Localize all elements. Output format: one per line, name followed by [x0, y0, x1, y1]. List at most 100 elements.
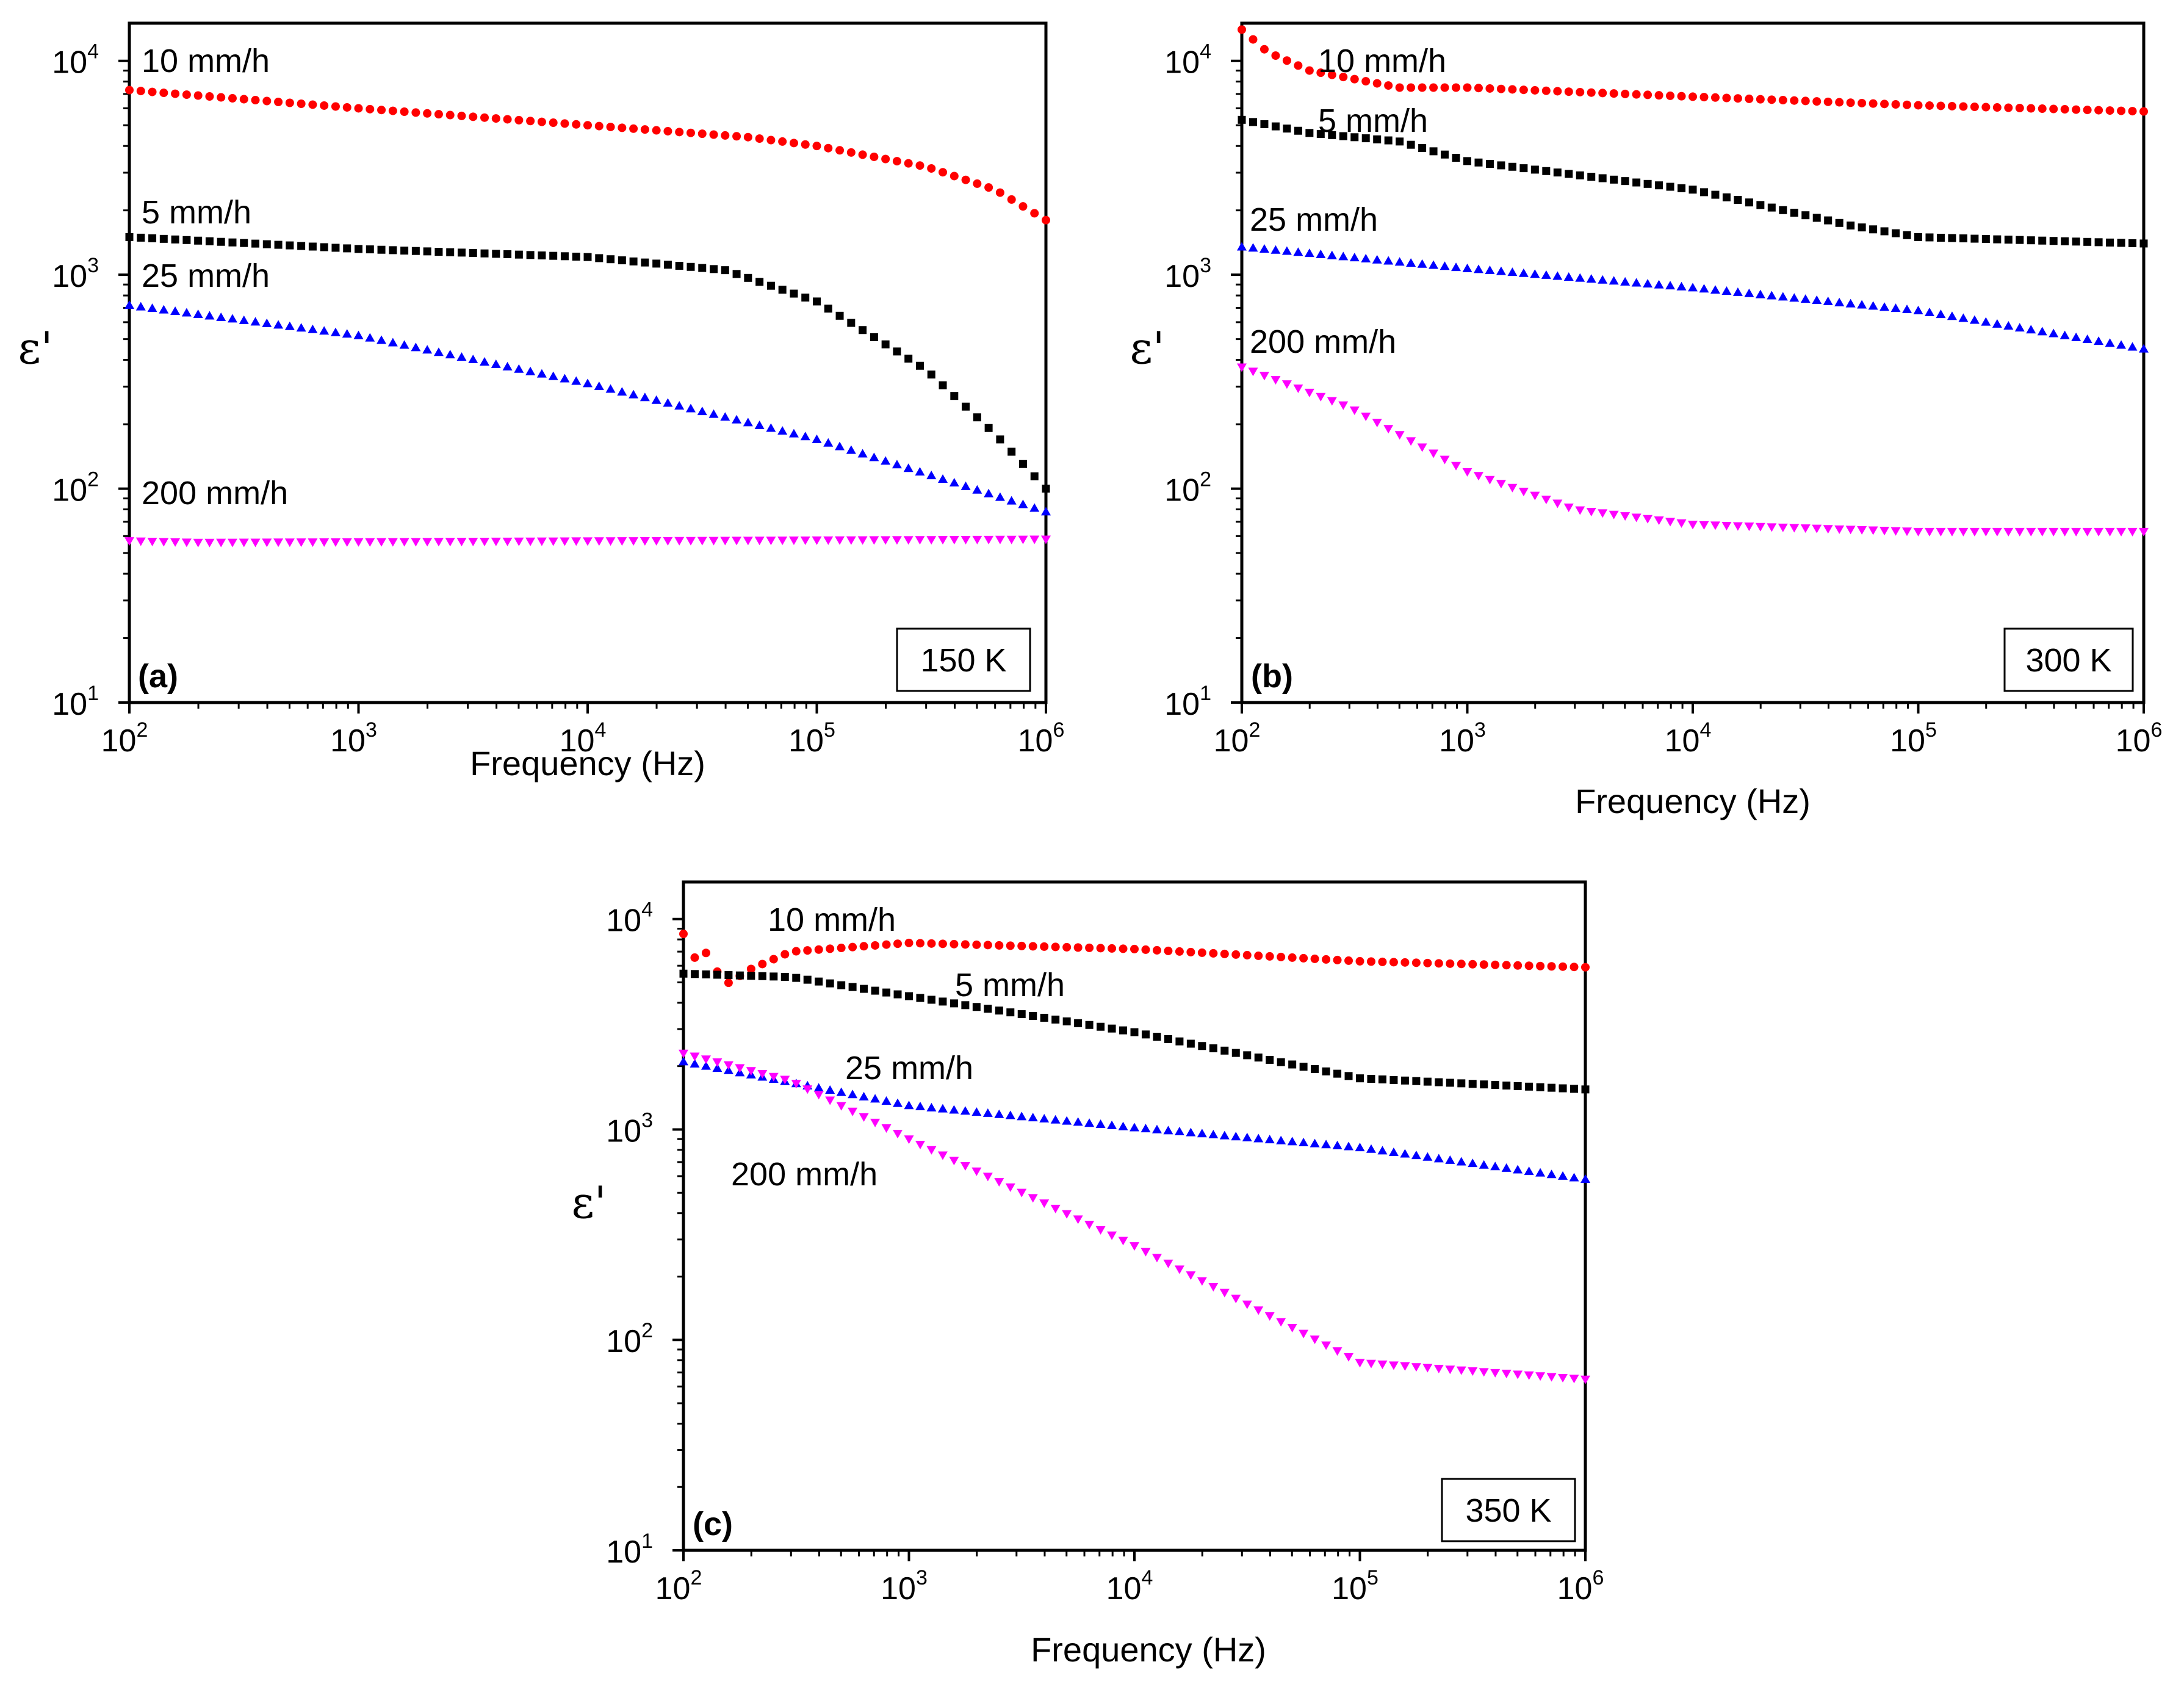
data-point: [457, 248, 466, 257]
data-point: [342, 103, 351, 112]
data-point: [1699, 521, 1709, 530]
data-point: [1631, 278, 1642, 287]
data-point: [1879, 302, 1890, 311]
data-point: [193, 309, 203, 318]
data-point: [171, 235, 179, 244]
data-point: [181, 308, 192, 317]
data-point: [915, 161, 924, 170]
data-point: [1903, 100, 1912, 109]
data-point: [766, 537, 776, 546]
data-point: [480, 538, 490, 547]
data-point: [1846, 98, 1855, 107]
data-point: [1287, 1137, 1297, 1146]
data-point: [1570, 1085, 1579, 1093]
data-point: [1496, 266, 1506, 275]
data-point: [1259, 244, 1269, 253]
data-point: [1361, 253, 1371, 262]
data-point: [982, 1173, 993, 1182]
data-point: [1085, 1021, 1094, 1029]
data-point: [994, 1109, 1004, 1118]
data-point: [1800, 524, 1811, 533]
data-point: [1266, 1055, 1274, 1064]
data-point: [1433, 1154, 1444, 1163]
data-point: [1095, 1226, 1106, 1235]
y-tick-label: 101: [52, 682, 99, 722]
data-point: [687, 262, 695, 271]
data-point: [824, 143, 833, 153]
data-point: [1355, 956, 1364, 966]
data-point: [1338, 251, 1349, 261]
data-point: [1389, 958, 1398, 967]
data-point: [1395, 83, 1404, 92]
data-point: [663, 537, 673, 546]
data-point: [1654, 91, 1663, 100]
data-point: [1407, 140, 1415, 149]
data-point: [1970, 234, 1979, 243]
data-point: [1253, 1306, 1264, 1315]
data-point: [251, 96, 260, 105]
data-point: [1524, 961, 1533, 970]
data-point: [690, 970, 699, 978]
data-point: [1541, 496, 1551, 505]
data-point: [743, 537, 753, 546]
data-point: [973, 413, 981, 422]
data-point: [869, 452, 879, 461]
data-point: [2105, 527, 2115, 537]
data-point: [859, 1091, 869, 1100]
data-point: [1947, 101, 1956, 110]
data-point: [769, 955, 778, 964]
data-point: [193, 538, 203, 547]
data-point: [1959, 102, 1968, 111]
data-point: [1553, 168, 1562, 177]
data-point: [904, 355, 913, 363]
data-point: [1208, 1283, 1219, 1292]
data-point: [2016, 236, 2024, 244]
data-point: [1366, 1144, 1376, 1153]
data-point: [583, 253, 592, 261]
data-point: [1485, 475, 1495, 485]
data-point: [1333, 955, 1342, 964]
y-tick-label: 104: [1164, 40, 1211, 81]
data-point: [1767, 523, 1777, 532]
data-point: [1678, 184, 1686, 192]
data-point: [971, 1167, 982, 1176]
data-point: [1018, 499, 1028, 508]
data-point: [536, 537, 547, 546]
data-point: [1570, 963, 1579, 972]
data-point: [1175, 947, 1184, 956]
data-point: [1186, 1271, 1196, 1280]
data-point: [824, 305, 832, 313]
data-point: [788, 537, 799, 546]
data-point: [1361, 77, 1371, 86]
data-point: [1992, 319, 2002, 328]
data-point: [1913, 305, 1923, 314]
data-point: [1868, 526, 1878, 535]
data-point: [1264, 1135, 1275, 1144]
data-point: [1316, 130, 1325, 139]
data-point: [1502, 1081, 1511, 1090]
data-point: [860, 985, 868, 993]
data-point: [366, 245, 374, 254]
data-point: [491, 114, 500, 123]
data-point: [204, 311, 215, 320]
data-point: [926, 536, 937, 545]
data-point: [823, 438, 834, 447]
data-point: [1519, 85, 1528, 95]
data-point: [815, 977, 823, 986]
data-point: [1518, 488, 1529, 497]
data-point: [1666, 182, 1674, 191]
data-point: [536, 369, 547, 378]
data-point: [1332, 1140, 1342, 1149]
data-point: [1643, 279, 1653, 288]
data-point: [2116, 527, 2127, 537]
data-point: [377, 106, 386, 115]
data-point: [468, 355, 478, 364]
data-point: [1598, 89, 1607, 98]
data-point: [2049, 328, 2059, 338]
data-point: [1835, 219, 1843, 227]
data-point: [1039, 1113, 1050, 1122]
data-point: [193, 91, 203, 100]
data-point: [1563, 504, 1574, 513]
data-point: [1445, 1155, 1455, 1164]
data-point: [1969, 527, 1980, 537]
